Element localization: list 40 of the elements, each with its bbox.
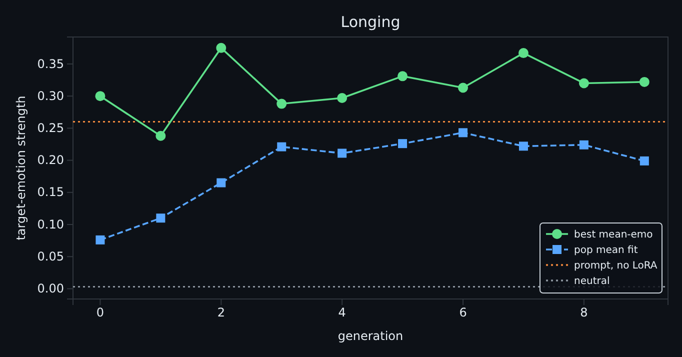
point xyxy=(518,142,528,151)
point xyxy=(458,82,468,93)
point xyxy=(156,214,166,223)
x-tick-label: 4 xyxy=(338,306,346,320)
point xyxy=(156,130,166,141)
point xyxy=(216,178,226,188)
x-tick-label: 6 xyxy=(459,306,467,320)
point xyxy=(276,98,287,109)
y-tick-label: 0.20 xyxy=(37,153,64,168)
point xyxy=(458,128,468,138)
point xyxy=(579,140,588,150)
point xyxy=(639,76,650,87)
y-tick-label: 0.05 xyxy=(37,249,64,264)
point xyxy=(578,78,589,88)
legend-label: prompt, no LoRA xyxy=(574,260,658,272)
y-axis-title: target-emotion strength xyxy=(14,96,28,240)
point xyxy=(96,235,105,244)
point xyxy=(398,139,408,148)
y-tick-label: 0.10 xyxy=(37,217,64,232)
legend-label: best mean-emo xyxy=(574,230,653,240)
chart-title: Longing xyxy=(340,13,400,31)
y-tick-label: 0.00 xyxy=(37,282,64,296)
y-tick-label: 0.35 xyxy=(37,56,64,71)
point xyxy=(277,142,286,152)
point xyxy=(337,93,348,104)
legend-label: pop mean fit xyxy=(574,245,638,256)
y-tick-label: 0.25 xyxy=(37,121,64,136)
ref-line-label: neutral xyxy=(574,276,610,287)
point xyxy=(338,148,347,158)
x-axis-title: generation xyxy=(338,329,404,343)
y-tick-label: 0.30 xyxy=(37,88,64,103)
point xyxy=(640,156,649,166)
point xyxy=(216,42,226,53)
point xyxy=(95,91,106,102)
x-tick-label: 0 xyxy=(96,306,104,320)
point xyxy=(398,71,408,82)
x-tick-label: 8 xyxy=(580,306,588,320)
x-tick-label: 2 xyxy=(217,306,225,320)
point xyxy=(518,48,528,58)
y-tick-label: 0.15 xyxy=(37,185,64,200)
